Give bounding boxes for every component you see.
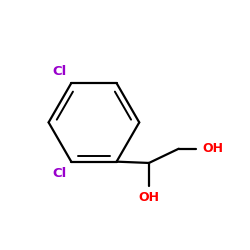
Text: OH: OH	[138, 191, 160, 204]
Text: OH: OH	[202, 142, 223, 155]
Text: Cl: Cl	[52, 65, 67, 78]
Text: Cl: Cl	[52, 167, 67, 180]
